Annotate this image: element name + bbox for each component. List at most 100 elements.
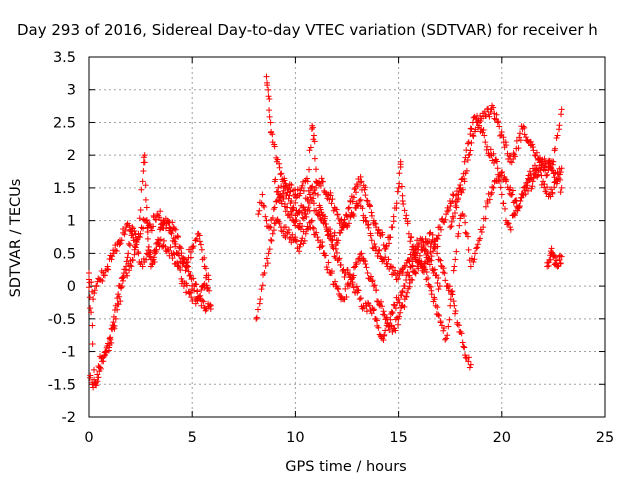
data-point bbox=[257, 296, 264, 303]
data-point-interp bbox=[353, 189, 360, 196]
data-point bbox=[125, 250, 132, 257]
data-point-interp bbox=[386, 240, 393, 247]
y-tick-label: -1.5 bbox=[48, 377, 76, 393]
data-point-interp bbox=[317, 206, 324, 213]
data-point-interp bbox=[267, 236, 274, 243]
data-point bbox=[447, 302, 454, 309]
data-point-interp bbox=[494, 158, 501, 165]
data-point-interp bbox=[475, 117, 482, 124]
data-point-interp bbox=[503, 142, 510, 149]
y-tick-label: 2.5 bbox=[53, 115, 76, 131]
data-point-interp bbox=[310, 200, 317, 207]
data-point-interp bbox=[368, 209, 375, 216]
y-tick-label: -2 bbox=[62, 410, 76, 426]
data-point-interp bbox=[321, 187, 328, 194]
data-point-interp bbox=[199, 297, 206, 304]
data-point-interp bbox=[448, 218, 455, 225]
y-tick-label: -0.5 bbox=[48, 312, 76, 328]
data-point bbox=[267, 119, 274, 126]
data-point-interp bbox=[437, 226, 444, 233]
data-point-interp bbox=[487, 109, 494, 116]
data-point-interp bbox=[521, 124, 528, 131]
data-point-interp bbox=[472, 115, 479, 122]
x-tick-label: 25 bbox=[596, 430, 614, 446]
data-point-interp bbox=[281, 177, 288, 184]
data-point-interp bbox=[371, 220, 378, 227]
data-point-interp bbox=[150, 256, 157, 263]
axis-ticks: 0 5 10 15 20 25 -2 -1.5 -1 -0.5 0 0.5 1 1.5 2 2.5 3 3.5 bbox=[48, 50, 615, 446]
data-point-interp bbox=[341, 216, 348, 223]
y-tick-label: 0 bbox=[67, 279, 76, 295]
y-tick-label: 2 bbox=[67, 148, 76, 164]
data-point-interp bbox=[496, 123, 503, 130]
data-point-interp bbox=[181, 256, 188, 263]
data-point-interp bbox=[142, 182, 149, 189]
data-point-interp bbox=[287, 188, 294, 195]
data-point-interp bbox=[362, 184, 369, 191]
y-tick-label: 3.5 bbox=[53, 50, 76, 66]
data-point-interp bbox=[490, 150, 497, 157]
data-point-interp bbox=[303, 213, 310, 220]
data-point-interp bbox=[92, 379, 99, 386]
data-point-interp bbox=[323, 264, 330, 271]
data-point-interp bbox=[490, 104, 497, 111]
data-point-interp bbox=[120, 274, 127, 281]
data-point-interp bbox=[529, 183, 536, 190]
data-point-interp bbox=[522, 134, 529, 141]
data-point-interp bbox=[96, 364, 103, 371]
data-point-interp bbox=[398, 183, 405, 190]
data-point-interp bbox=[476, 122, 483, 129]
data-point-interp bbox=[440, 327, 447, 334]
data-point-interp bbox=[396, 313, 403, 320]
data-point bbox=[106, 335, 113, 342]
data-point-interp bbox=[442, 336, 449, 343]
data-point-interp bbox=[493, 111, 500, 118]
data-point-interp bbox=[505, 220, 512, 227]
data-point-interp bbox=[380, 241, 387, 248]
data-point-interp bbox=[477, 235, 484, 242]
data-point-interp bbox=[94, 278, 101, 285]
data-point-interp bbox=[361, 186, 368, 193]
data-point-interp bbox=[515, 204, 522, 211]
data-point-interp bbox=[353, 261, 360, 268]
data-point-interp bbox=[500, 134, 507, 141]
data-point-interp bbox=[415, 258, 422, 265]
data-point-interp bbox=[292, 236, 299, 243]
data-point-interp bbox=[403, 293, 410, 300]
data-point bbox=[443, 211, 450, 218]
data-point-interp bbox=[296, 248, 303, 255]
data-point-interp bbox=[345, 220, 352, 227]
data-point bbox=[482, 139, 489, 146]
data-point-interp bbox=[463, 167, 470, 174]
data-point-interp bbox=[342, 285, 349, 292]
data-point-interp bbox=[195, 294, 202, 301]
data-point-interp bbox=[311, 155, 318, 162]
data-point-interp bbox=[497, 132, 504, 139]
data-point bbox=[517, 198, 524, 204]
data-point bbox=[383, 315, 390, 322]
data-point-interp bbox=[87, 372, 94, 379]
data-point-interp bbox=[324, 266, 331, 273]
data-point-interp bbox=[290, 204, 297, 211]
data-point-interp bbox=[308, 184, 315, 191]
data-point-interp bbox=[89, 322, 96, 329]
data-point-interp bbox=[343, 212, 350, 219]
data-point-interp bbox=[368, 212, 375, 219]
data-point bbox=[471, 250, 478, 257]
data-point-interp bbox=[526, 176, 533, 183]
data-point-interp bbox=[378, 333, 385, 340]
data-point-interp bbox=[541, 181, 548, 188]
data-point-interp bbox=[547, 160, 554, 167]
data-point-interp bbox=[392, 267, 399, 274]
data-point-interp bbox=[448, 200, 454, 207]
data-point-interp bbox=[270, 227, 277, 234]
data-point-interp bbox=[378, 303, 385, 310]
data-point-interp bbox=[200, 298, 207, 305]
data-point-interp bbox=[457, 215, 464, 222]
data-point bbox=[358, 250, 365, 257]
data-point-interp bbox=[485, 105, 492, 112]
data-point bbox=[284, 230, 291, 237]
data-point-interp bbox=[192, 237, 199, 244]
data-point-interp bbox=[271, 143, 278, 150]
data-point bbox=[348, 276, 355, 283]
